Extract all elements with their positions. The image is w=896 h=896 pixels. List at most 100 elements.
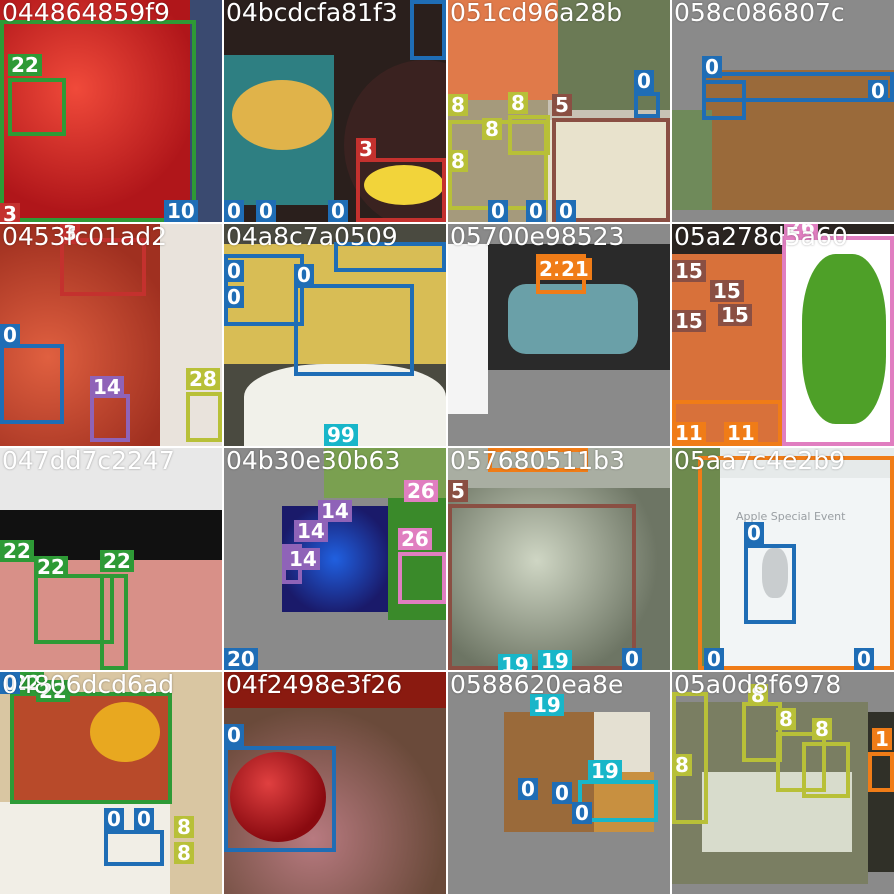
tile-13: 04806dcd6ad 22 22 0 0 0 8 8 [0,672,222,894]
bbox [776,732,826,792]
tile-15: 0588620ea8e 19 19 0 0 0 [448,672,670,894]
bbox [578,780,658,822]
bbox-label: 5 [552,94,572,116]
bbox-label: 1 [872,728,892,750]
carrots-image [448,0,558,100]
tile-6: 04a8c7a0509 0 0 0 99 [224,224,446,446]
tile-title: 05a278d5a60 [674,224,848,251]
bbox-label: 8 [672,754,692,776]
bbox-label: 8 [174,842,194,864]
bbox-label: 0 [556,200,576,222]
bbox-label: 15 [718,304,752,326]
bbox-label: 14 [286,548,320,570]
bbox-label: 0 [224,260,244,282]
bbox-label: 0 [854,648,874,670]
bbox-label: 11 [724,422,758,444]
bbox-label: 8 [482,118,502,140]
red-apple [230,752,326,842]
bbox-label: 15 [710,280,744,302]
tile-11: 057680511b3 5 19 19 0 [448,448,670,670]
tile-title: 044864859f9 [2,0,170,27]
bbox-label: 3 [356,138,376,160]
tile-3: 051cd96a28b 8 8 8 8 5 0 0 0 0 [448,0,670,222]
bbox-label: 0 [104,808,124,830]
bbox [104,830,164,866]
bbox-label: 15 [672,310,706,332]
bbox-label: 14 [294,520,328,542]
bbox-label: 0 [526,200,546,222]
bbox [224,746,336,852]
bbox [294,284,414,376]
bbox-label: 0 [634,70,654,92]
bbox-label: 19 [538,650,572,670]
strawberries-image [0,0,190,222]
bbox [10,692,172,804]
top-red-strip [224,672,446,708]
bbox [634,92,660,118]
bbox-label: 19 [588,760,622,782]
bbox [868,752,894,792]
bbox-label: 21 [558,258,592,280]
bbox [702,80,746,120]
bbox-label: 11 [672,422,706,444]
bbox-label: 0 [134,808,154,830]
tile-7: 05700e98523 21 21 [448,224,670,446]
tile-title: 05700e98523 [450,224,625,251]
bbox-label: 8 [812,718,832,740]
bbox-label: 0 [224,286,244,308]
crates-image [702,70,894,210]
bbox-label: 0 [294,264,314,286]
tile-5: 0453fc01ad2 3 0 14 28 [0,224,222,446]
tile-9: 047dd7c2247 22 22 22 [0,448,222,670]
bbox [186,392,222,442]
tile-title: 0453fc01ad2 [2,224,168,251]
bbox-label: 14 [318,500,352,522]
bbox-label: 99 [324,424,358,446]
tile-title: 04b30e30b63 [226,448,401,475]
bbox-label: 0 [552,782,572,804]
bbox-label: 19 [498,654,532,670]
bbox-label: 3 [60,224,80,244]
tortilla [232,80,332,150]
tile-title: 047dd7c2247 [2,448,175,475]
bbox-label: 14 [90,376,124,398]
foliage [672,110,712,210]
apple-logo [762,548,788,598]
bbox [0,20,196,222]
tile-title: 05a0d8f6978 [674,672,842,699]
tile-4: 058c086807c 0 0 [672,0,894,222]
bbox-label: 22 [34,556,68,578]
bbox [488,448,588,472]
bbox-label: 26 [404,480,438,502]
bbox [90,394,130,442]
bbox-label: 8 [748,684,768,706]
bbox-label: 0 [256,200,276,222]
tile-title: 051cd96a28b [450,0,623,27]
bbox [410,0,446,60]
tile-14: 04f2498e3f26 0 [224,672,446,894]
tile-2: 04bcdcfa81f3 3 0 0 0 [224,0,446,222]
bbox-label: 22 [8,54,42,76]
bbox [744,544,796,624]
tile-title: 057680511b3 [450,448,625,475]
screen-caption: Apple Special Event [736,510,846,523]
bbox-label: 8 [448,94,468,116]
bbox [552,118,670,222]
bbox-label: 0 [868,80,888,102]
bbox [782,236,894,446]
bbox [0,344,64,424]
bbox-label: 0 [702,56,722,78]
bbox [802,742,850,798]
bbox-label: 15 [672,260,706,282]
bbox-label: 8 [174,816,194,838]
bbox-label: 0 [0,672,20,694]
bbox-label: 20 [224,648,258,670]
tile-12: Apple Special Event 05aa7c4e2b9 0 0 0 [672,448,894,670]
bbox [398,552,446,604]
bbox [334,242,446,272]
bbox-label: 0 [328,200,348,222]
bbox-label: 8 [776,708,796,730]
bbox-label: 22 [0,540,34,562]
bbox [8,78,66,136]
bbox [60,238,146,296]
